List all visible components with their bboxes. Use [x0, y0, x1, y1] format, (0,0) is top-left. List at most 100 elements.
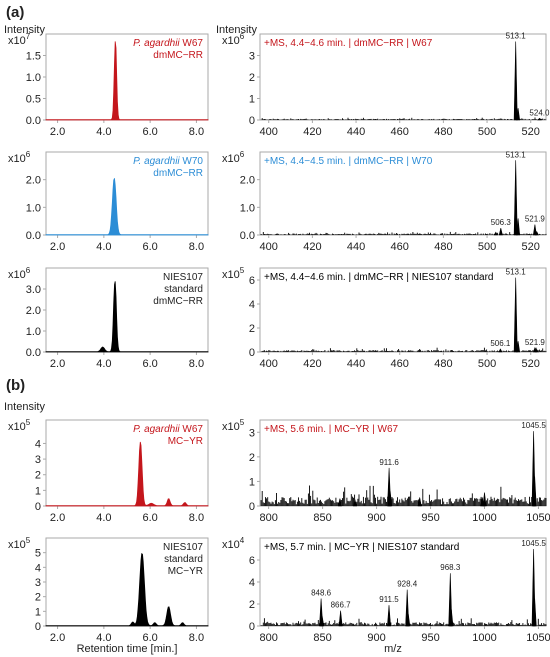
chromatogram-annotation: standard — [164, 284, 203, 295]
spectrum-peak — [532, 476, 537, 507]
spectrum-peak — [498, 228, 503, 236]
chromatogram-annotation: dmMC−RR — [153, 168, 203, 179]
annotation-rest: W70 — [180, 156, 204, 167]
chromatogram-trace — [45, 281, 209, 353]
x-axis-label-retention: Retention time [min.] — [77, 643, 178, 655]
chromatogram-trace — [45, 41, 209, 121]
section-label-b: (b) — [6, 377, 25, 394]
chromatogram-trace — [45, 553, 209, 627]
x-tick-label: 4.0 — [96, 512, 111, 524]
y-multiplier-exponent: 5 — [26, 418, 31, 427]
y-multiplier: x104 — [222, 536, 245, 551]
x-tick-label: 460 — [391, 126, 409, 138]
x-tick-label: 440 — [347, 126, 365, 138]
spectrum-peak — [516, 218, 521, 236]
y-multiplier-base: x10 — [222, 153, 240, 165]
x-tick-label: 800 — [259, 632, 277, 644]
x-tick-label: 8.0 — [189, 632, 204, 644]
annotation-text: MC−YR — [168, 566, 203, 577]
y-tick-label: 0 — [249, 347, 255, 359]
x-tick-label: 6.0 — [142, 241, 157, 253]
y-tick-label: 3 — [249, 427, 255, 439]
annotation-rest: W67 — [180, 424, 204, 435]
y-multiplier-exponent: 7 — [26, 32, 31, 41]
y-multiplier-exponent: 5 — [240, 418, 245, 427]
y-tick-label: 0 — [249, 501, 255, 513]
annotation-rest: W67 — [180, 38, 204, 49]
section-label-a: (a) — [6, 4, 24, 21]
y-multiplier: x106 — [222, 150, 245, 165]
x-tick-label: 2.0 — [50, 512, 65, 524]
y-tick-label: 0 — [35, 501, 41, 513]
y-tick-label: 1.0 — [26, 326, 41, 338]
panel-a1-chromatogram: x107 0.0 0.5 1.0 1.5 2.0 4.0 6.0 8.0 P. agardhii … — [8, 32, 209, 138]
y-tick-label: 0.0 — [26, 347, 41, 359]
x-tick-label: 2.0 — [50, 358, 65, 370]
annotation-text: NIES107 — [163, 272, 203, 283]
x-tick-label: 800 — [259, 512, 277, 524]
intensity-label-b-left: Intensity — [4, 401, 45, 413]
peak-label: 866.7 — [331, 601, 352, 610]
x-tick-label: 500 — [478, 126, 496, 138]
x-tick-label: 480 — [434, 126, 452, 138]
y-multiplier-exponent: 6 — [26, 150, 31, 159]
peak-label: 506.3 — [491, 218, 512, 227]
chromatogram-trace — [45, 441, 209, 507]
intensity-label-a-left: Intensity — [4, 24, 45, 36]
x-tick-label: 1050 — [526, 632, 550, 644]
y-tick-label: 2 — [249, 323, 255, 335]
y-multiplier: x105 — [8, 536, 31, 551]
spectrum-peak — [534, 349, 539, 353]
spectrum-title: +MS, 4.4−4.5 min. | dmMC−RR | W70 — [264, 156, 433, 167]
y-tick-label: 3 — [249, 51, 255, 63]
x-tick-label: 900 — [367, 632, 385, 644]
y-tick-label: 0.0 — [26, 115, 41, 127]
y-tick-label: 0 — [249, 621, 255, 633]
x-tick-label: 420 — [303, 241, 321, 253]
spectrum-peak — [406, 613, 411, 627]
x-axis-label-mz: m/z — [384, 643, 402, 655]
y-tick-label: 0.0 — [240, 230, 255, 242]
x-tick-label: 440 — [347, 241, 365, 253]
annotation-text: standard — [164, 284, 203, 295]
spectrum-peak — [493, 231, 498, 236]
spectrum-title: +MS, 5.6 min. | MC−YR | W67 — [264, 424, 399, 435]
x-tick-label: 850 — [313, 512, 331, 524]
y-multiplier: x105 — [8, 418, 31, 433]
y-multiplier-base: x10 — [222, 421, 240, 433]
x-tick-label: 1050 — [526, 512, 550, 524]
peak-label: 513.1 — [506, 32, 527, 41]
y-multiplier: x106 — [8, 150, 31, 165]
y-multiplier-exponent: 6 — [26, 266, 31, 275]
spectrum-peak — [337, 498, 342, 507]
y-multiplier-base: x10 — [8, 35, 26, 47]
y-multiplier-exponent: 5 — [240, 266, 245, 275]
peak-label: 1045.5 — [521, 421, 546, 430]
panel-a3-chromatogram: x106 0.0 1.0 2.0 3.0 2.0 4.0 6.0 8.0 NIES107stand… — [8, 266, 209, 370]
chromatogram-annotation: NIES107 — [163, 272, 203, 283]
y-multiplier: x105 — [222, 418, 245, 433]
y-multiplier-base: x10 — [222, 269, 240, 281]
peak-label: 911.5 — [379, 595, 399, 604]
x-tick-label: 480 — [434, 358, 452, 370]
panel-a1-mass-spectrum: x106 0 1 2 3 400 420 440 460 480 500 520 513.1 524.0 +… — [222, 32, 550, 138]
x-tick-label: 420 — [303, 358, 321, 370]
x-tick-label: 6.0 — [142, 512, 157, 524]
chromatogram-annotation: standard — [164, 554, 203, 565]
y-tick-label: 2.0 — [26, 305, 41, 317]
y-tick-label: 1 — [249, 94, 255, 106]
spectrum-peak — [320, 616, 325, 627]
y-multiplier: x106 — [8, 266, 31, 281]
y-tick-label: 1.0 — [26, 72, 41, 84]
spectrum-peak — [388, 491, 393, 507]
spectrum-peak — [516, 108, 521, 121]
annotation-text: dmMC−RR — [153, 296, 203, 307]
y-tick-label: 3.0 — [26, 284, 41, 296]
spectrum-peak — [534, 231, 539, 236]
y-multiplier-exponent: 4 — [240, 536, 245, 545]
chromatogram-trace — [45, 178, 209, 236]
x-tick-label: 520 — [522, 126, 540, 138]
y-tick-label: 2 — [249, 452, 255, 464]
